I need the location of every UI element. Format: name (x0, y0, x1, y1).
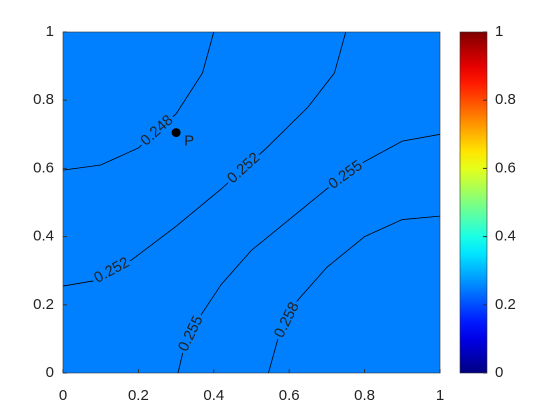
x-tick-label: 0.6 (279, 387, 300, 404)
y-tick-label: 0.6 (33, 159, 54, 176)
colorbar-tick-label: 1 (495, 23, 503, 40)
x-tick-label: 0.4 (203, 387, 224, 404)
contour-line (62, 31, 215, 171)
x-tick-label: 0.2 (128, 387, 149, 404)
y-tick-label: 0 (46, 364, 54, 381)
colorbar-tick-label: 0.8 (495, 91, 516, 108)
y-tick-label: 0.4 (33, 228, 54, 245)
y-tick-label: 0.8 (33, 91, 54, 108)
contour-line (268, 215, 441, 374)
colorbar-tick-label: 0.2 (495, 296, 516, 313)
plot-frame (62, 31, 441, 374)
contour-field (63, 32, 440, 373)
contour-line (62, 31, 347, 287)
y-tick-label: 0.2 (33, 296, 54, 313)
x-tick-label: 0 (59, 387, 67, 404)
colorbar-tick-label: 0.6 (495, 159, 516, 176)
colorbar-tick-label: 0 (495, 364, 503, 381)
colorbar-tick-label: 0.4 (495, 228, 516, 245)
x-tick-label: 1 (436, 387, 444, 404)
colorbar (459, 31, 488, 374)
y-tick-label: 1 (46, 23, 54, 40)
x-tick-label: 0.8 (354, 387, 375, 404)
point-label: P (184, 133, 194, 150)
contour-line (177, 133, 441, 374)
point-marker (171, 128, 181, 138)
